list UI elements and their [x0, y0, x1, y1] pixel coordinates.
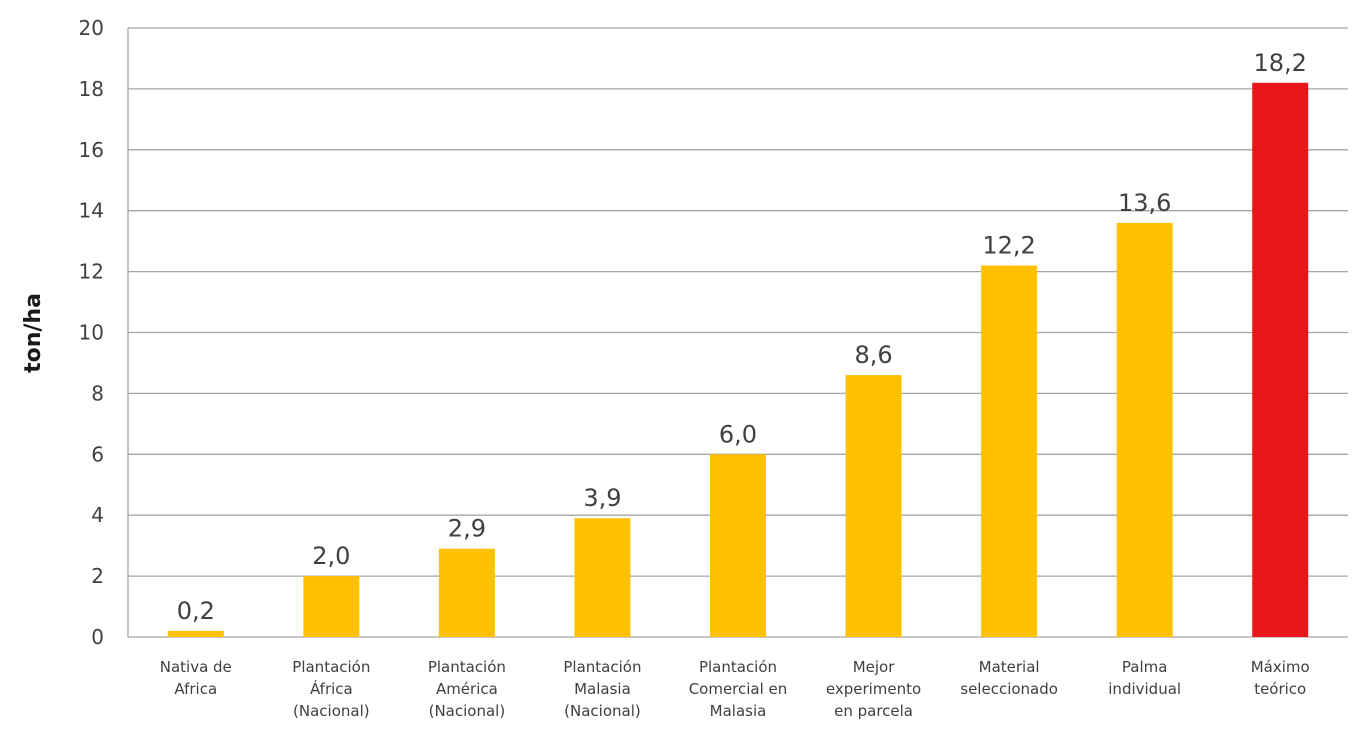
data-labels: 0,2 2,0 2,9 3,9 6,0 8,6 12,2 13,6 18,2 [177, 49, 1307, 625]
y-tick-label: 16 [79, 138, 104, 162]
category-label-line: Plantación [563, 658, 641, 676]
category-label-line: experimento [826, 680, 921, 698]
data-label: 13,6 [1118, 189, 1171, 217]
category-label-line: Nativa de [160, 658, 232, 676]
data-label: 0,2 [177, 597, 215, 625]
x-axis-categories: Nativa de Africa Plantación África (Nacional… [160, 658, 1310, 720]
bar [438, 548, 495, 637]
category-label-line: (Nacional) [293, 702, 370, 720]
category-label-line: individual [1108, 680, 1181, 698]
category-label: Mejor experimento en parcela [826, 658, 921, 720]
bar [1116, 222, 1173, 637]
y-tick-label: 20 [79, 16, 104, 40]
data-label: 3,9 [583, 484, 621, 512]
category-label-line: América [436, 680, 498, 698]
y-axis-ticks: 0 2 4 6 8 10 12 14 16 18 20 [79, 16, 104, 649]
category-label-line: Plantación [428, 658, 506, 676]
data-label: 2,9 [448, 515, 486, 543]
data-label: 2,0 [312, 542, 350, 570]
category-label: Plantación África (Nacional) [292, 658, 370, 720]
category-label-line: Africa [174, 680, 217, 698]
y-tick-label: 4 [91, 503, 104, 527]
bar [981, 265, 1038, 637]
data-label: 18,2 [1254, 49, 1307, 77]
y-tick-label: 10 [79, 321, 104, 345]
data-label: 6,0 [719, 420, 757, 448]
category-label-line: (Nacional) [564, 702, 641, 720]
category-label-line: Plantación [699, 658, 777, 676]
category-label-line: Comercial en [689, 680, 788, 698]
bar [574, 518, 631, 637]
category-label-line: Malasia [710, 702, 767, 720]
category-label-line: Máximo [1251, 658, 1310, 676]
category-label-line: (Nacional) [429, 702, 506, 720]
bar [303, 576, 360, 637]
data-label: 12,2 [982, 232, 1035, 260]
category-label-line: seleccionado [960, 680, 1058, 698]
y-tick-label: 18 [79, 77, 104, 101]
category-label-line: Plantación [292, 658, 370, 676]
y-axis-label: ton/ha [21, 293, 46, 373]
y-tick-label: 12 [79, 260, 104, 284]
bar [167, 630, 224, 637]
category-label-line: teórico [1254, 680, 1306, 698]
category-label: Plantación Malasia (Nacional) [563, 658, 641, 720]
category-label: Nativa de Africa [160, 658, 232, 698]
category-label: Plantación Comercial en Malasia [689, 658, 788, 720]
category-label: Plantación América (Nacional) [428, 658, 506, 720]
category-label-line: Material [979, 658, 1040, 676]
bar [845, 375, 902, 637]
category-label-line: Malasia [574, 680, 631, 698]
bar [1252, 82, 1309, 637]
category-label-line: Palma [1122, 658, 1168, 676]
category-label: Palma individual [1108, 658, 1181, 698]
y-tick-label: 8 [91, 381, 104, 405]
bar [710, 454, 766, 637]
category-label: Material seleccionado [960, 658, 1058, 698]
category-label-line: Mejor [853, 658, 896, 676]
category-label-line: en parcela [834, 702, 913, 720]
y-tick-label: 2 [91, 564, 104, 588]
category-label: Máximo teórico [1251, 658, 1310, 698]
y-tick-label: 6 [91, 442, 104, 466]
y-tick-label: 14 [79, 199, 104, 223]
bars [167, 82, 1309, 637]
y-tick-label: 0 [91, 625, 104, 649]
data-label: 8,6 [854, 341, 892, 369]
category-label-line: África [310, 679, 353, 698]
